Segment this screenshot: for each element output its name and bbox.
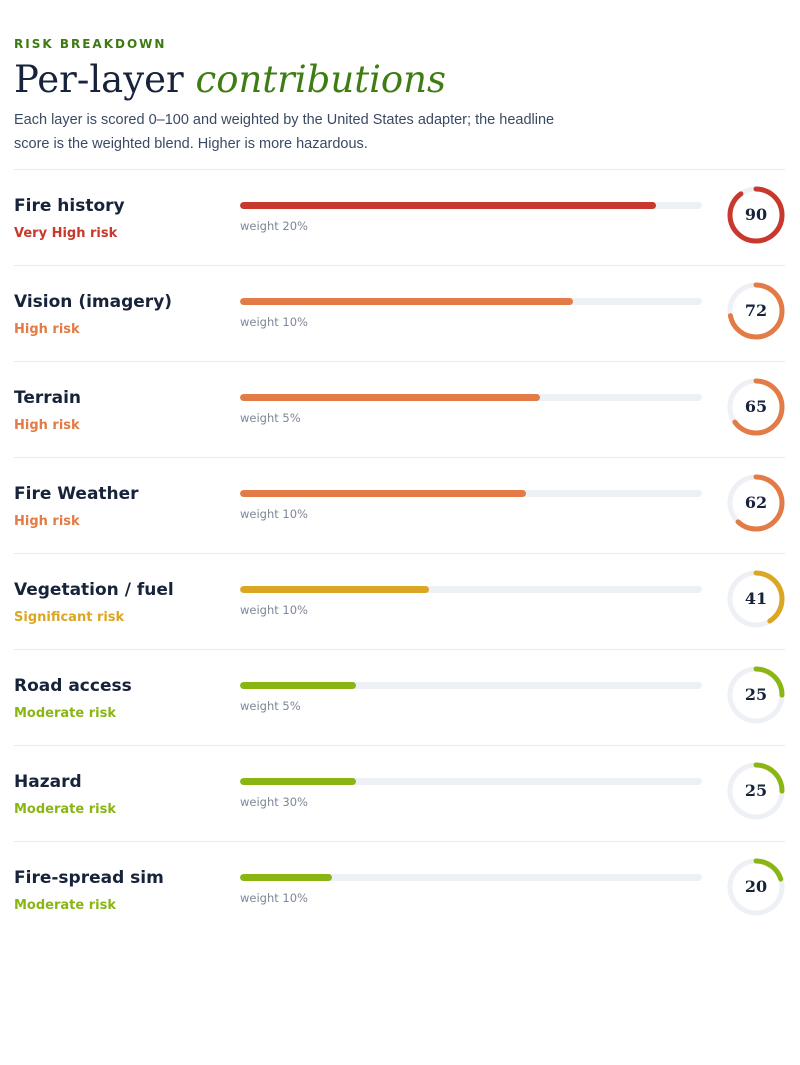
- title-plain: Per-layer: [14, 58, 196, 101]
- score-bar-fill: [240, 394, 541, 401]
- score-bar-fill: [240, 490, 527, 497]
- score-bar-track: [240, 682, 702, 689]
- layer-row: Fire-spread sim Moderate risk weight 10% 20: [14, 841, 785, 937]
- risk-level-label: Significant risk: [14, 610, 125, 625]
- layer-name: Hazard: [14, 772, 82, 792]
- layer-score: 20: [744, 877, 768, 896]
- score-ring: [727, 474, 785, 532]
- score-bar-track: [240, 874, 702, 881]
- score-ring: [727, 666, 785, 724]
- layer-name: Fire Weather: [14, 484, 139, 504]
- risk-level-label: High risk: [14, 514, 80, 529]
- score-bar-fill: [240, 682, 356, 689]
- layer-weight: weight 10%: [240, 891, 308, 905]
- score-ring: [727, 186, 785, 244]
- section-eyebrow: RISK BREAKDOWN: [14, 37, 167, 51]
- layer-score: 25: [744, 781, 768, 800]
- layer-weight: weight 30%: [240, 795, 308, 809]
- score-ring-arc: [727, 186, 785, 244]
- layer-weight: weight 20%: [240, 219, 308, 233]
- layer-name: Fire history: [14, 196, 125, 216]
- score-ring-arc: [727, 762, 785, 820]
- layer-row: Fire history Very High risk weight 20% 90: [14, 169, 785, 265]
- layer-list: Fire history Very High risk weight 20% 90 Vi…: [14, 169, 785, 937]
- page-title: Per-layer contributions: [14, 58, 446, 101]
- score-bar-track: [240, 394, 702, 401]
- layer-score: 65: [744, 397, 768, 416]
- layer-weight: weight 5%: [240, 699, 301, 713]
- risk-level-label: Moderate risk: [14, 706, 116, 721]
- score-ring-arc: [727, 666, 785, 724]
- title-accent: contributions: [195, 58, 446, 101]
- score-ring: [727, 378, 785, 436]
- score-bar-track: [240, 298, 702, 305]
- layer-weight: weight 10%: [240, 507, 308, 521]
- layer-weight: weight 10%: [240, 315, 308, 329]
- score-ring: [727, 762, 785, 820]
- layer-score: 90: [744, 205, 768, 224]
- layer-row: Vegetation / fuel Significant risk weight …: [14, 553, 785, 649]
- score-ring-arc: [727, 474, 785, 532]
- layer-row: Road access Moderate risk weight 5% 25: [14, 649, 785, 745]
- layer-name: Road access: [14, 676, 132, 696]
- layer-name: Fire-spread sim: [14, 868, 164, 888]
- layer-row: Terrain High risk weight 5% 65: [14, 361, 785, 457]
- score-bar-fill: [240, 778, 356, 785]
- score-ring: [727, 858, 785, 916]
- intro-text: Each layer is scored 0–100 and weighted …: [14, 112, 555, 152]
- layer-score: 72: [744, 301, 768, 320]
- risk-level-label: High risk: [14, 418, 80, 433]
- score-bar-track: [240, 490, 702, 497]
- layer-name: Vegetation / fuel: [14, 580, 174, 600]
- risk-level-label: Moderate risk: [14, 802, 116, 817]
- score-bar-track: [240, 586, 702, 593]
- layer-weight: weight 10%: [240, 603, 308, 617]
- score-ring: [727, 282, 785, 340]
- score-ring-arc: [727, 282, 785, 340]
- layer-name: Vision (imagery): [14, 292, 173, 312]
- score-ring: [727, 570, 785, 628]
- score-ring-arc: [727, 570, 785, 628]
- risk-level-label: Moderate risk: [14, 898, 116, 913]
- risk-level-label: High risk: [14, 322, 80, 337]
- score-bar-fill: [240, 586, 430, 593]
- score-ring-arc: [727, 378, 785, 436]
- score-bar-fill: [240, 874, 333, 881]
- score-bar-track: [240, 202, 702, 209]
- layer-score: 25: [744, 685, 768, 704]
- layer-row: Hazard Moderate risk weight 30% 25: [14, 745, 785, 841]
- layer-row: Vision (imagery) High risk weight 10% 72: [14, 265, 785, 361]
- layer-score: 41: [744, 589, 768, 608]
- score-bar-track: [240, 778, 702, 785]
- layer-weight: weight 5%: [240, 411, 301, 425]
- score-ring-arc: [727, 858, 785, 916]
- layer-score: 62: [744, 493, 768, 512]
- score-bar-fill: [240, 202, 656, 209]
- layer-name: Terrain: [14, 388, 82, 408]
- risk-level-label: Very High risk: [14, 226, 118, 241]
- layer-row: Fire Weather High risk weight 10% 62: [14, 457, 785, 553]
- score-bar-fill: [240, 298, 573, 305]
